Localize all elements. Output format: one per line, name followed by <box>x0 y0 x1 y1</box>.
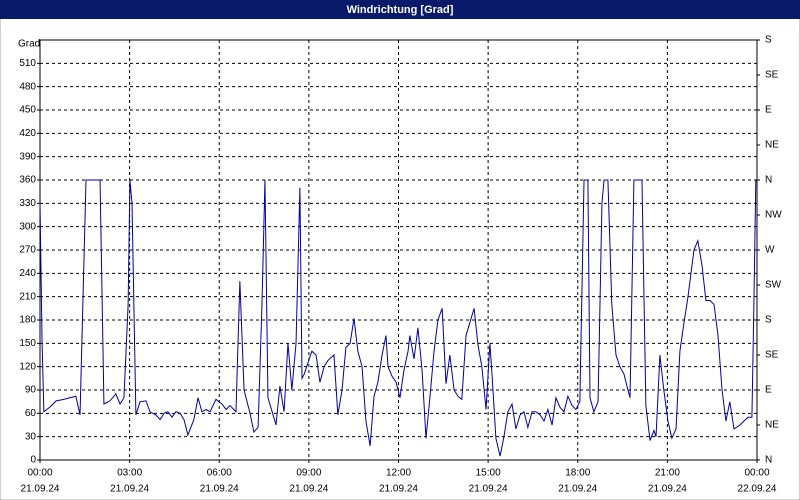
x-tick-label: 21:00 <box>655 468 680 479</box>
title-bar <box>0 0 800 19</box>
y2-tick-label: S <box>765 35 772 46</box>
x-tick-date: 21.09.24 <box>379 484 418 495</box>
y-tick-label: 330 <box>19 198 36 209</box>
y-tick-label: 270 <box>19 245 36 256</box>
y-tick-label: 240 <box>19 268 36 279</box>
y2-tick-label: E <box>765 105 772 116</box>
y-tick-label: 510 <box>19 58 36 69</box>
x-tick-label: 12:00 <box>386 468 411 479</box>
x-tick-label: 03:00 <box>117 468 142 479</box>
y2-tick-label: S <box>765 315 772 326</box>
y2-tick-label: N <box>765 175 772 186</box>
y-tick-label: 360 <box>19 175 36 186</box>
y-tick-label: 90 <box>25 385 37 396</box>
x-tick-label: 00:00 <box>27 468 52 479</box>
y-tick-label: 210 <box>19 291 36 302</box>
y2-tick-label: NE <box>765 140 779 151</box>
data-line <box>39 179 757 457</box>
x-tick-label: 09:00 <box>296 468 321 479</box>
y-tick-label: 420 <box>19 128 36 139</box>
chart-title: Windrichtung [Grad] <box>347 4 454 16</box>
x-tick-label: 06:00 <box>207 468 232 479</box>
y-tick-label: 150 <box>19 338 36 349</box>
x-tick-date: 22.09.24 <box>738 484 777 495</box>
x-tick-date: 21.09.24 <box>21 484 60 495</box>
x-tick-date: 21.09.24 <box>469 484 508 495</box>
x-tick-date: 21.09.24 <box>558 484 597 495</box>
y-tick-label: 450 <box>19 105 36 116</box>
x-tick-label: 18:00 <box>565 468 590 479</box>
y-axis-label: Grad <box>18 39 40 50</box>
x-tick-date: 21.09.24 <box>200 484 239 495</box>
y-tick-label: 300 <box>19 221 36 232</box>
y2-tick-label: NE <box>765 420 779 431</box>
y-tick-label: 30 <box>25 431 37 442</box>
y2-tick-label: SW <box>765 280 782 291</box>
y-tick-label: 120 <box>19 361 36 372</box>
x-tick-label: 15:00 <box>476 468 501 479</box>
y2-tick-label: E <box>765 385 772 396</box>
y2-tick-label: SE <box>765 70 779 81</box>
x-tick-label: 00:00 <box>744 468 769 479</box>
y-tick-label: 60 <box>25 408 37 419</box>
x-tick-date: 21.09.24 <box>110 484 149 495</box>
y2-tick-label: SE <box>765 350 779 361</box>
y2-tick-label: NW <box>765 210 782 221</box>
x-tick-date: 21.09.24 <box>289 484 328 495</box>
y2-tick-label: W <box>765 245 775 256</box>
y-tick-label: 0 <box>30 455 36 466</box>
y2-tick-label: N <box>765 455 772 466</box>
y-tick-label: 390 <box>19 151 36 162</box>
y-tick-label: 180 <box>19 315 36 326</box>
y-tick-label: 480 <box>19 81 36 92</box>
x-tick-date: 21.09.24 <box>648 484 687 495</box>
